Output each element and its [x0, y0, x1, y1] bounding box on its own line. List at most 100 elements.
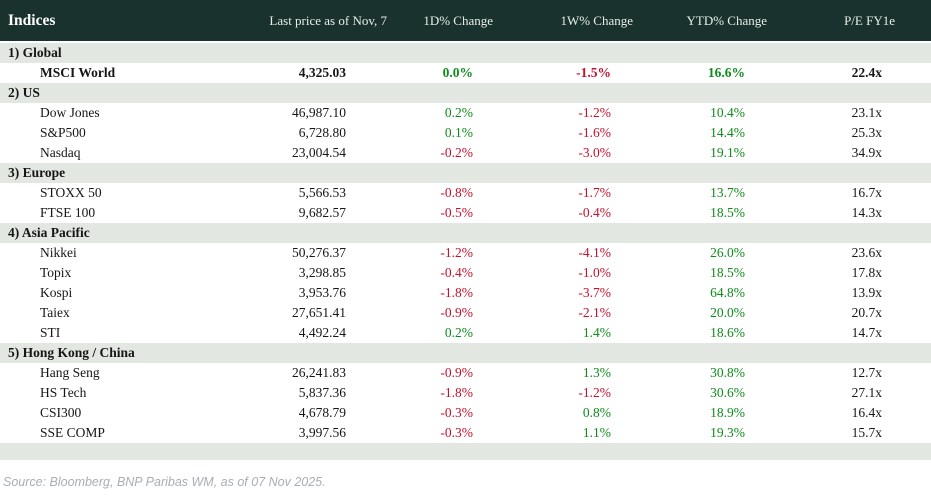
column-header-1w-change: 1W% Change	[500, 0, 640, 43]
change-1w-cell: -3.7%	[578, 285, 611, 300]
change-ytd-cell: 20.0%	[710, 305, 745, 320]
pe-cell: 25.3x	[851, 125, 882, 140]
change-1d-cell: 0.2%	[444, 105, 473, 120]
index-row: FTSE 100 9,682.57 -0.5% -0.4% 18.5% 14.3x	[0, 203, 931, 223]
change-1d-cell: -0.8%	[440, 185, 473, 200]
index-name-cell: STOXX 50	[40, 185, 102, 200]
last-price-cell: 5,837.36	[298, 385, 346, 400]
change-1w-cell: -1.6%	[578, 125, 611, 140]
index-name-cell: Taiex	[40, 305, 70, 320]
change-1w-cell: -3.0%	[578, 145, 611, 160]
change-1d-cell: -0.5%	[440, 205, 473, 220]
change-1d-cell: 0.2%	[444, 325, 473, 340]
change-ytd-cell: 18.5%	[710, 205, 745, 220]
section-row: 4) Asia Pacific	[0, 223, 931, 243]
last-price-cell: 50,276.37	[292, 245, 346, 260]
index-row: Hang Seng 26,241.83 -0.9% 1.3% 30.8% 12.7x	[0, 363, 931, 383]
index-name-cell: SSE COMP	[40, 425, 105, 440]
index-row: Nasdaq 23,004.54 -0.2% -3.0% 19.1% 34.9x	[0, 143, 931, 163]
section-row: 2) US	[0, 83, 931, 103]
change-1w-cell: 0.8%	[582, 405, 611, 420]
change-1d-cell: -0.3%	[440, 405, 473, 420]
index-name-cell: FTSE 100	[40, 205, 96, 220]
last-price-cell: 46,987.10	[292, 105, 346, 120]
pe-cell: 12.7x	[851, 365, 882, 380]
table-header-row: Indices Last price as of Nov, 7 1D% Chan…	[0, 0, 931, 43]
change-ytd-cell: 19.1%	[710, 145, 745, 160]
change-ytd-cell: 19.3%	[710, 425, 745, 440]
index-row: STOXX 50 5,566.53 -0.8% -1.7% 13.7% 16.7x	[0, 183, 931, 203]
change-ytd-cell: 64.8%	[710, 285, 745, 300]
change-1w-cell: 1.4%	[582, 325, 611, 340]
pe-cell: 16.4x	[851, 405, 882, 420]
change-1d-cell: -0.4%	[440, 265, 473, 280]
section-row: 3) Europe	[0, 163, 931, 183]
index-name-cell: MSCI World	[40, 65, 116, 80]
index-name-cell: Nikkei	[40, 245, 77, 260]
section-label: 1) Global	[0, 42, 931, 63]
column-header-1d-change: 1D% Change	[395, 0, 500, 43]
index-name-cell: S&P500	[40, 125, 86, 140]
indices-table: Indices Last price as of Nov, 7 1D% Chan…	[0, 0, 931, 443]
change-ytd-cell: 30.6%	[710, 385, 745, 400]
index-name-cell: Dow Jones	[40, 105, 100, 120]
pe-cell: 22.4x	[851, 65, 882, 80]
index-row: STI 4,492.24 0.2% 1.4% 18.6% 14.7x	[0, 323, 931, 343]
index-name-cell: STI	[40, 325, 61, 340]
change-1d-cell: -1.8%	[440, 285, 473, 300]
last-price-cell: 4,492.24	[298, 325, 346, 340]
pe-cell: 15.7x	[851, 425, 882, 440]
change-ytd-cell: 18.9%	[710, 405, 745, 420]
change-1d-cell: -1.2%	[440, 245, 473, 260]
source-note: Source: Bloomberg, BNP Paribas WM, as of…	[3, 475, 326, 489]
index-row: HS Tech 5,837.36 -1.8% -1.2% 30.6% 27.1x	[0, 383, 931, 403]
index-row: S&P500 6,728.80 0.1% -1.6% 14.4% 25.3x	[0, 123, 931, 143]
pe-cell: 34.9x	[851, 145, 882, 160]
table-bottom-strip	[0, 443, 931, 460]
last-price-cell: 26,241.83	[292, 365, 346, 380]
change-ytd-cell: 30.8%	[710, 365, 745, 380]
column-header-ytd-change: YTD% Change	[640, 0, 775, 43]
last-price-cell: 23,004.54	[292, 145, 346, 160]
pe-cell: 23.1x	[851, 105, 882, 120]
last-price-cell: 3,953.76	[298, 285, 346, 300]
last-price-cell: 4,678.79	[298, 405, 346, 420]
index-name-cell: Hang Seng	[40, 365, 100, 380]
change-1d-cell: -0.9%	[440, 365, 473, 380]
change-1w-cell: -1.0%	[578, 265, 611, 280]
change-1w-cell: -1.5%	[576, 65, 611, 80]
pe-cell: 14.3x	[851, 205, 882, 220]
change-1w-cell: -1.7%	[578, 185, 611, 200]
indices-table-panel: Indices Last price as of Nov, 7 1D% Chan…	[0, 0, 931, 489]
index-row: Kospi 3,953.76 -1.8% -3.7% 64.8% 13.9x	[0, 283, 931, 303]
section-label: 2) US	[0, 83, 931, 103]
change-1d-cell: -0.2%	[440, 145, 473, 160]
pe-cell: 13.9x	[851, 285, 882, 300]
change-1w-cell: -4.1%	[578, 245, 611, 260]
last-price-cell: 27,651.41	[292, 305, 346, 320]
change-1d-cell: -1.8%	[440, 385, 473, 400]
index-row: CSI300 4,678.79 -0.3% 0.8% 18.9% 16.4x	[0, 403, 931, 423]
change-1d-cell: 0.1%	[444, 125, 473, 140]
index-name-cell: CSI300	[40, 405, 82, 420]
change-ytd-cell: 18.5%	[710, 265, 745, 280]
change-ytd-cell: 16.6%	[707, 65, 745, 80]
index-row: Topix 3,298.85 -0.4% -1.0% 18.5% 17.8x	[0, 263, 931, 283]
index-row: Dow Jones 46,987.10 0.2% -1.2% 10.4% 23.1x	[0, 103, 931, 123]
change-ytd-cell: 13.7%	[710, 185, 745, 200]
change-1w-cell: -1.2%	[578, 385, 611, 400]
change-ytd-cell: 18.6%	[710, 325, 745, 340]
index-row: SSE COMP 3,997.56 -0.3% 1.1% 19.3% 15.7x	[0, 423, 931, 443]
index-name-cell: Nasdaq	[40, 145, 81, 160]
change-1d-cell: -0.3%	[440, 425, 473, 440]
last-price-cell: 4,325.03	[298, 65, 346, 80]
change-1d-cell: -0.9%	[440, 305, 473, 320]
pe-cell: 23.6x	[851, 245, 882, 260]
index-row: Nikkei 50,276.37 -1.2% -4.1% 26.0% 23.6x	[0, 243, 931, 263]
pe-cell: 14.7x	[851, 325, 882, 340]
column-header-pe: P/E FY1e	[775, 0, 931, 43]
last-price-cell: 3,997.56	[298, 425, 346, 440]
last-price-cell: 9,682.57	[298, 205, 346, 220]
table-body: 1) Global MSCI World 4,325.03 0.0% -1.5% 16.6…	[0, 42, 931, 443]
section-label: 3) Europe	[0, 163, 931, 183]
